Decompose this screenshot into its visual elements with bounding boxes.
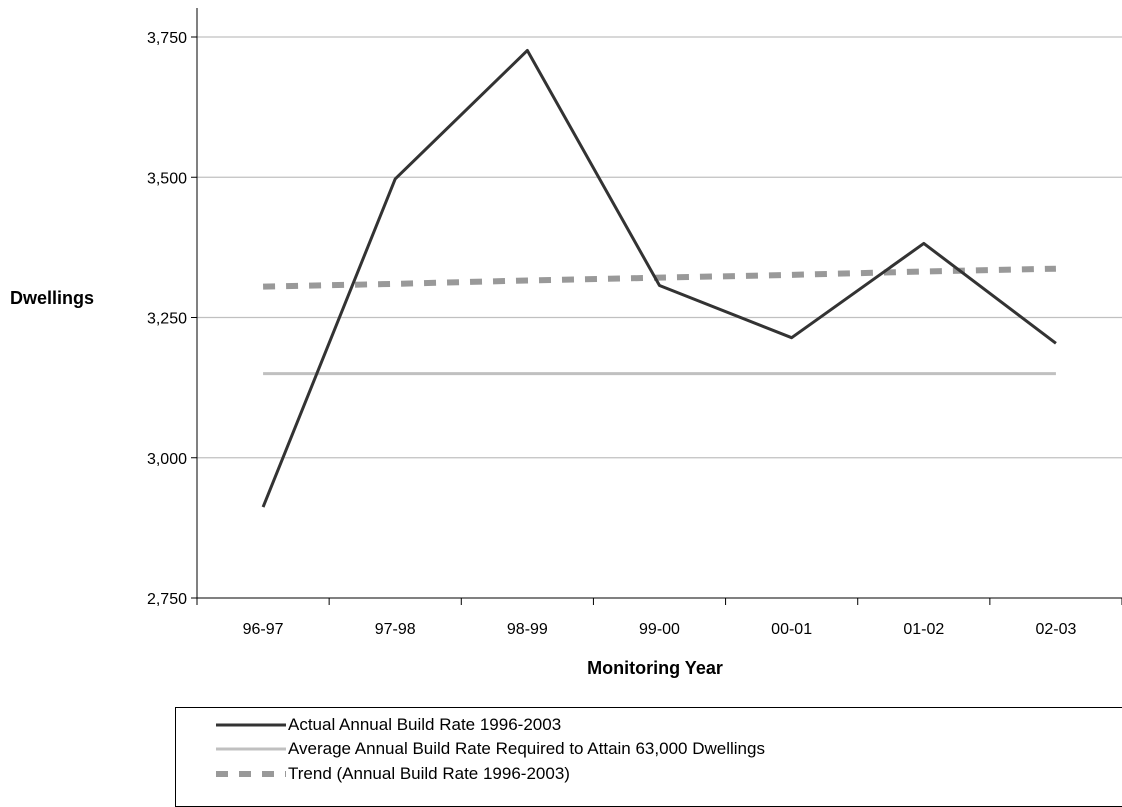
x-tick-label: 99-00 bbox=[639, 621, 680, 638]
x-tick-label: 02-03 bbox=[1035, 621, 1076, 638]
line-chart: 2,750 3,000 3,250 3,500 3,750 96-97 97-98 98-9… bbox=[10, 8, 1122, 678]
y-tick-label: 3,500 bbox=[147, 170, 187, 187]
x-tick-labels: 96-97 97-98 98-99 99-00 00-01 01-02 02-03 bbox=[243, 621, 1077, 638]
series-lines bbox=[261, 48, 1057, 508]
y-tick-label: 3,750 bbox=[147, 30, 187, 47]
gridlines bbox=[197, 36, 1122, 459]
legend-item-actual: Actual Annual Build Rate 1996-2003 bbox=[216, 715, 561, 735]
legend-label-actual: Actual Annual Build Rate 1996-2003 bbox=[288, 715, 562, 734]
y-axis-title: Dwellings bbox=[10, 288, 94, 308]
x-tick-label: 97-98 bbox=[375, 621, 416, 638]
legend-label-average: Average Annual Build Rate Required to At… bbox=[288, 739, 765, 758]
series-line-0 bbox=[261, 48, 1057, 508]
legend: Actual Annual Build Rate 1996-2003 Avera… bbox=[175, 707, 1122, 807]
x-axis-title: Monitoring Year bbox=[587, 658, 723, 678]
y-tick-label: 3,000 bbox=[147, 451, 187, 468]
legend-item-trend: Trend (Annual Build Rate 1996-2003) bbox=[216, 764, 570, 784]
x-tick-label: 96-97 bbox=[243, 621, 284, 638]
legend-swatch-trend bbox=[216, 771, 286, 777]
axes bbox=[191, 8, 1122, 605]
y-tick-labels: 2,750 3,000 3,250 3,500 3,750 bbox=[147, 30, 187, 608]
x-tick-label: 00-01 bbox=[771, 621, 812, 638]
y-tick-label: 2,750 bbox=[147, 591, 187, 608]
legend-label-trend: Trend (Annual Build Rate 1996-2003) bbox=[288, 764, 570, 783]
series-line-2 bbox=[263, 265, 1056, 290]
x-tick-label: 98-99 bbox=[507, 621, 548, 638]
legend-item-average: Average Annual Build Rate Required to At… bbox=[216, 739, 765, 759]
y-tick-label: 3,250 bbox=[147, 311, 187, 328]
legend-swatch-actual bbox=[216, 723, 286, 727]
x-tick-label: 01-02 bbox=[903, 621, 944, 638]
legend-swatch-average bbox=[216, 747, 286, 751]
